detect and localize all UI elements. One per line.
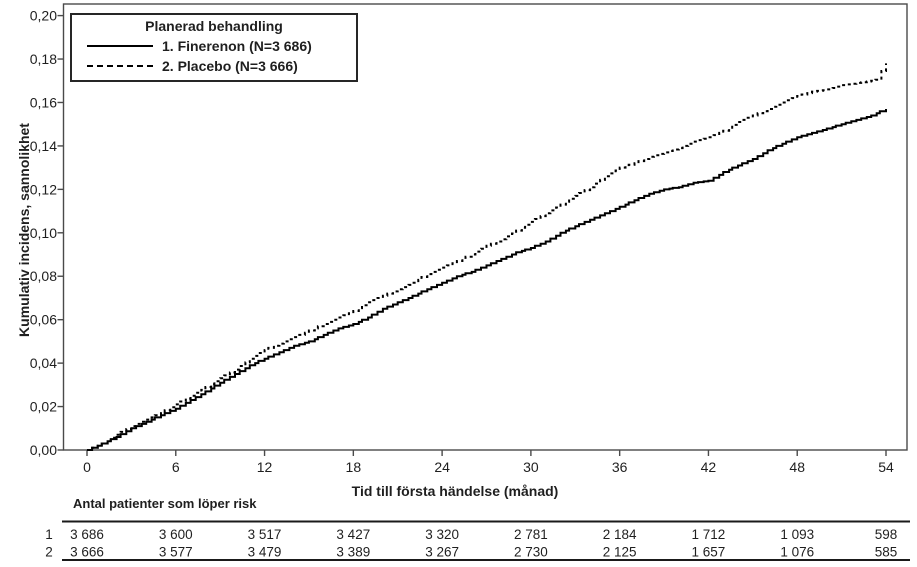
y-tick-label: 0,16 [30,94,57,110]
y-tick-label: 0,02 [30,399,57,415]
x-tick-label: 30 [523,459,539,475]
x-tick-label: 24 [434,459,450,475]
risk-value: 1 712 [692,527,726,542]
risk-value: 1 657 [692,545,726,560]
x-tick-label: 0 [83,459,91,475]
y-tick-label: 0,14 [30,138,57,154]
risk-value: 1 093 [780,527,814,542]
y-tick-label: 0,20 [30,8,57,24]
risk-value: 3 320 [425,527,459,542]
risk-value: 3 666 [70,545,104,560]
risk-row-label: 2 [45,545,53,560]
legend-item-label: 1. Finerenon (N=3 686) [162,38,312,54]
risk-value: 2 730 [514,545,548,560]
y-tick-label: 0,12 [30,181,57,197]
risk-value: 3 427 [336,527,370,542]
risk-value: 3 267 [425,545,459,560]
risk-value: 3 686 [70,527,104,542]
risk-value: 3 577 [159,545,193,560]
risk-value: 2 125 [603,545,637,560]
y-tick-label: 0,10 [30,225,57,241]
y-tick-label: 0,08 [30,268,57,284]
dashed-line-sample-icon [87,65,153,67]
risk-value: 3 479 [248,545,282,560]
x-tick-label: 18 [346,459,362,475]
risk-value: 2 184 [603,527,637,542]
y-tick-label: 0,18 [30,51,57,67]
x-tick-label: 54 [878,459,894,475]
risk-value: 3 517 [248,527,282,542]
risk-value: 3 600 [159,527,193,542]
solid-line-sample-icon [87,45,153,47]
x-tick-label: 36 [612,459,628,475]
finerenone-curve [87,109,887,451]
y-tick-label: 0,06 [30,312,57,328]
plot-frame [62,3,908,451]
legend-title: Planerad behandling [145,18,283,34]
y-tick-label: 0,00 [30,442,57,458]
placebo-curve [87,63,887,451]
x-axis-title: Tid till första händelse (månad) [351,483,559,499]
risk-value: 2 781 [514,527,548,542]
legend-item-finerenon: 1. Finerenon (N=3 686) [87,38,356,54]
legend-box: Planerad behandling 1. Finerenon (N=3 68… [70,13,358,82]
x-tick-label: 48 [789,459,805,475]
risk-value: 598 [875,527,898,542]
risk-row-label: 1 [45,527,53,542]
legend-item-placebo: 2. Placebo (N=3 666) [87,58,356,74]
risk-value: 3 389 [336,545,370,560]
y-axis-title: Kumulativ incidens, sannolikhet [16,123,32,337]
legend-item-label: 2. Placebo (N=3 666) [162,58,298,74]
risk-value: 1 076 [780,545,814,560]
x-tick-label: 12 [257,459,273,475]
y-tick-label: 0,04 [30,355,57,371]
x-tick-label: 42 [701,459,717,475]
risk-table-caption: Antal patienter som löper risk [73,496,257,511]
risk-value: 585 [875,545,898,560]
x-tick-label: 6 [172,459,180,475]
